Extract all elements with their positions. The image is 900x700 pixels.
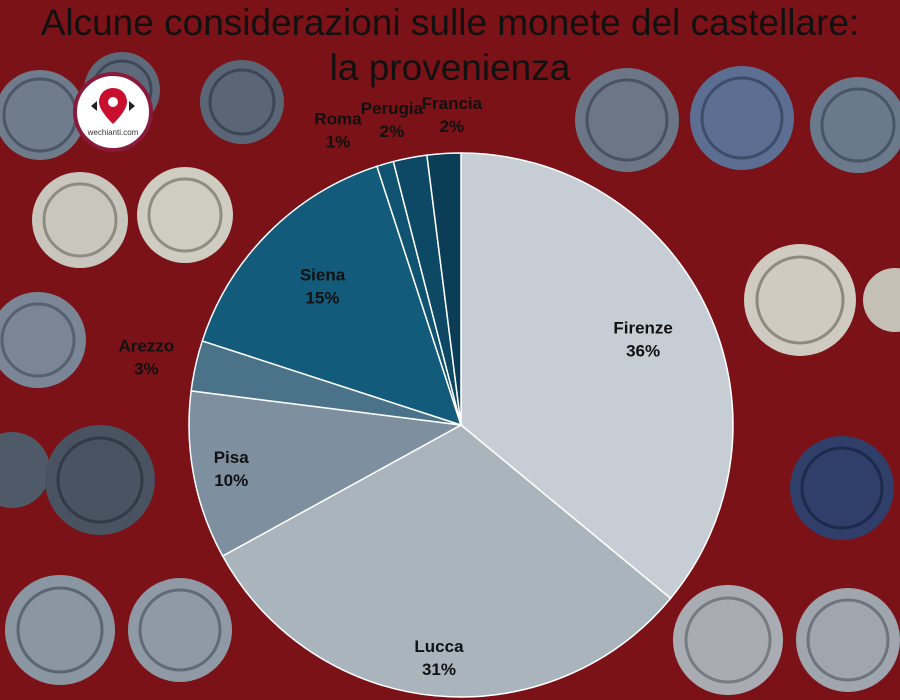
pie-slice-pisa [188, 390, 464, 558]
pie-chart [188, 152, 734, 698]
coin-images [0, 52, 900, 695]
coin-image [575, 68, 679, 172]
coin-image [810, 77, 900, 173]
chart-title-line-1: Alcune considerazioni sulle monete del c… [40, 2, 860, 43]
slice-value-arezzo: 3% [134, 359, 159, 378]
pie-slice-siena [201, 165, 463, 427]
slice-value-francia: 2% [440, 117, 465, 136]
pie-slice-francia [426, 152, 462, 426]
coin-image [863, 268, 900, 332]
slice-value-firenze: 36% [626, 341, 660, 360]
slice-label-pisa: Pisa [214, 448, 250, 467]
pie-slice-lucca [221, 424, 672, 698]
coin-image [45, 425, 155, 535]
coin-image [128, 578, 232, 682]
logo-caption: wechianti.com [87, 128, 139, 137]
slice-label-lucca: Lucca [414, 637, 464, 656]
coin-image [0, 292, 86, 388]
site-logo[interactable]: wechianti.com [73, 72, 153, 152]
slice-value-lucca: 31% [422, 660, 456, 679]
coin-image [200, 60, 284, 144]
slice-value-siena: 15% [306, 289, 340, 308]
coin-image [0, 432, 50, 508]
slice-value-roma: 1% [326, 132, 351, 151]
slice-value-pisa: 10% [214, 471, 248, 490]
coin-image [744, 244, 856, 356]
pie-labels: Firenze 36% Lucca 31% Pisa 10% Arezzo 3% Siena 15… [119, 94, 673, 679]
slice-label-perugia: Perugia [361, 99, 424, 118]
slice-label-roma: Roma [314, 109, 362, 128]
slice-label-arezzo: Arezzo [119, 336, 175, 355]
slice-value-perugia: 2% [380, 122, 405, 141]
coin-image [137, 167, 233, 263]
coin-image [690, 66, 794, 170]
slice-label-firenze: Firenze [613, 318, 673, 337]
coin-image [790, 436, 894, 540]
chart-title-line-2: la provenienza [329, 47, 571, 88]
pie-slice-firenze [460, 152, 734, 600]
coin-image [796, 588, 900, 692]
coin-image [5, 575, 115, 685]
slice-label-siena: Siena [300, 266, 346, 285]
coin-image [673, 585, 783, 695]
coin-image [32, 172, 128, 268]
map-pin-icon [91, 88, 135, 124]
slice-label-francia: Francia [422, 94, 483, 113]
